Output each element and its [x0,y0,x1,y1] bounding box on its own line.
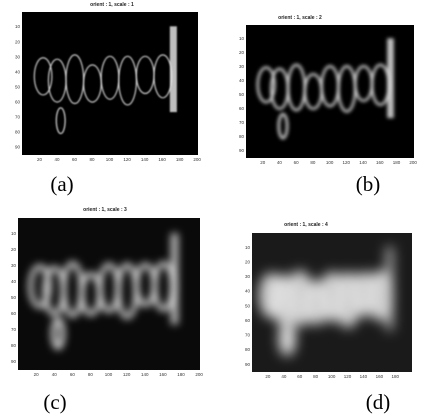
x-tick-label: 180 [177,372,185,377]
panel-title: orient : 1, scale : 3 [83,207,127,213]
x-tick-label: 40 [281,374,287,379]
x-tick-label: 100 [105,372,113,377]
y-tick-label: 60 [11,311,17,316]
panel-label: (c) [43,390,66,414]
y-tick-label: 90 [11,359,17,364]
x-tick-label: 60 [297,374,303,379]
panel-title: orient : 1, scale : 2 [278,15,322,21]
response-blob [372,275,388,317]
y-tick-label: 70 [245,333,251,338]
x-tick-label: 80 [313,374,319,379]
panel-label: (a) [50,172,73,196]
x-tick-label: 80 [88,372,94,377]
x-tick-label: 20 [265,374,271,379]
y-tick-label: 20 [11,247,17,252]
y-tick-label: 80 [239,134,245,139]
y-tick-label: 90 [15,145,21,150]
y-tick-label: 90 [245,362,251,367]
x-tick-label: 120 [123,157,131,162]
y-tick-label: 70 [11,327,17,332]
y-tick-label: 50 [245,303,251,308]
x-tick-label: 80 [310,160,316,165]
y-tick-label: 70 [15,115,21,120]
y-tick-label: 30 [245,274,251,279]
y-tick-label: 20 [245,259,251,264]
y-tick-label: 60 [245,318,251,323]
y-tick-label: 70 [239,120,245,125]
x-tick-label: 120 [343,160,351,165]
x-tick-label: 20 [34,372,40,377]
x-tick-label: 180 [393,160,401,165]
x-tick-label: 140 [141,157,149,162]
y-tick-label: 30 [239,64,245,69]
y-tick-label: 60 [239,106,245,111]
x-tick-label: 40 [277,160,283,165]
x-tick-label: 40 [52,372,58,377]
y-tick-label: 40 [11,279,17,284]
x-tick-label: 20 [260,160,266,165]
panel-title: orient : 1, scale : 1 [90,2,134,8]
y-tick-label: 10 [239,36,245,41]
x-tick-label: 200 [195,372,203,377]
y-tick-label: 50 [11,295,17,300]
x-tick-label: 140 [360,374,368,379]
x-tick-label: 40 [55,157,61,162]
x-tick-label: 20 [37,157,43,162]
y-tick-label: 10 [245,245,251,250]
x-tick-label: 140 [359,160,367,165]
y-tick-label: 60 [15,100,21,105]
x-tick-label: 80 [90,157,96,162]
y-tick-label: 20 [15,39,21,44]
y-tick-label: 30 [11,263,17,268]
response-blob [387,38,394,118]
panel: orient : 1, scale : 1 10 20 30 40 50 60 70 80 90 2… [15,2,201,196]
x-tick-label: 100 [328,374,336,379]
y-tick-label: 10 [11,231,17,236]
y-tick-label: 80 [15,130,21,135]
y-tick-label: 10 [15,24,21,29]
y-tick-label: 40 [245,289,251,294]
panel: orient : 1, scale : 2 10 20 30 40 50 60 70 80 90 2… [239,15,417,196]
x-tick-label: 160 [159,372,167,377]
x-tick-label: 180 [392,374,400,379]
x-tick-label: 160 [376,160,384,165]
x-tick-label: 60 [294,160,300,165]
response-blob [386,247,392,330]
response-blob [171,233,178,324]
y-tick-label: 30 [15,54,21,59]
x-tick-label: 60 [72,157,78,162]
x-tick-label: 100 [106,157,114,162]
x-tick-label: 200 [193,157,201,162]
x-tick-label: 180 [176,157,184,162]
x-tick-label: 200 [409,160,417,165]
y-tick-label: 50 [239,92,245,97]
y-tick-label: 40 [15,69,21,74]
x-tick-label: 160 [158,157,166,162]
y-tick-label: 80 [245,347,251,352]
panel-title: orient : 1, scale : 4 [284,222,328,228]
y-tick-label: 80 [11,343,17,348]
x-tick-label: 120 [123,372,131,377]
figure: orient : 1, scale : 1 10 20 30 40 50 60 70 80 90 2… [0,0,421,417]
response-blob [283,326,291,351]
y-tick-label: 20 [239,50,245,55]
y-tick-label: 50 [15,84,21,89]
y-tick-label: 40 [239,78,245,83]
x-tick-label: 60 [70,372,76,377]
x-tick-label: 120 [344,374,352,379]
response-blob [170,26,177,112]
panel: orient : 1, scale : 3 10 20 30 40 50 60 70 80 90 2… [11,207,203,414]
x-tick-label: 140 [141,372,149,377]
panel: orient : 1, scale : 4 10 20 30 40 50 60 70 80 90 2… [245,222,412,414]
x-tick-label: 160 [376,374,384,379]
x-tick-label: 100 [326,160,334,165]
panel-label: (d) [366,390,391,414]
panel-label: (b) [356,172,381,196]
y-tick-label: 90 [239,148,245,153]
